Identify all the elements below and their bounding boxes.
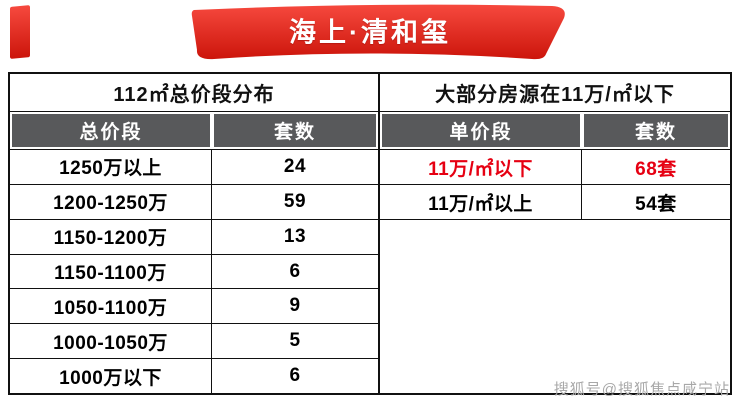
table-row: 1000-1050万 5 <box>10 324 378 360</box>
unit-price-rows: 11万/㎡以下 68套 11万/㎡以上 54套 <box>380 150 730 272</box>
price-range-cell: 1000万以下 <box>10 359 212 394</box>
column-header-count: 套数 <box>212 112 378 149</box>
table-row: 1050-1100万 9 <box>10 289 378 325</box>
price-range-cell: 1150-1100万 <box>10 254 212 289</box>
table-row: 1150-1100万 6 <box>10 254 378 290</box>
count-cell: 59 <box>283 190 307 212</box>
price-range-cell: 1000-1050万 <box>10 324 212 359</box>
price-range-cell: 1200-1250万 <box>10 184 212 219</box>
ribbon-shape-icon <box>191 4 565 60</box>
count-cell: 6 <box>289 365 301 387</box>
total-price-table: 112㎡总价段分布 总价段 套数 1250万以上 24 1200-1250万 59 11… <box>10 74 380 394</box>
price-range-cell: 1050-1100万 <box>10 289 212 324</box>
unit-price-table: 大部分房源在11万/㎡以下 单价段 套数 11万/㎡以下 68套 11万/㎡以上 54… <box>380 74 730 393</box>
count-cell: 13 <box>283 225 307 247</box>
count-cell: 54套 <box>635 193 677 215</box>
table-row: 1200-1250万 59 <box>10 184 378 220</box>
price-tables: 112㎡总价段分布 总价段 套数 1250万以上 24 1200-1250万 59 11… <box>8 72 732 395</box>
banner-left-ribbon-tail <box>10 5 30 59</box>
total-price-rows: 1250万以上 24 1200-1250万 59 1150-1200万 13 1150-11… <box>10 150 378 394</box>
price-range-cell: 1250万以上 <box>10 150 212 184</box>
table-row: 1150-1200万 13 <box>10 219 378 255</box>
column-header-price-range: 总价段 <box>10 112 212 149</box>
column-header-count: 套数 <box>582 112 730 149</box>
price-range-cell: 11万/㎡以下 <box>380 150 582 184</box>
banner: 海上·清和玺 <box>0 0 740 70</box>
column-header-unit-price-range: 单价段 <box>380 112 582 149</box>
price-range-cell: 1150-1200万 <box>10 219 212 254</box>
total-price-table-header-row: 总价段 套数 <box>10 112 378 150</box>
count-cell: 5 <box>289 330 301 352</box>
title-ribbon: 海上·清和玺 <box>170 2 570 66</box>
empty-cell <box>380 272 730 394</box>
count-cell: 6 <box>289 260 301 282</box>
table-row: 1250万以上 24 <box>10 150 378 185</box>
total-price-table-title: 112㎡总价段分布 <box>10 74 378 112</box>
count-cell: 9 <box>289 295 301 317</box>
unit-price-table-header-row: 单价段 套数 <box>380 112 730 150</box>
page-title: 海上·清和玺 <box>289 17 451 48</box>
table-row: 11万/㎡以上 54套 <box>380 185 730 220</box>
count-cell: 68套 <box>635 158 677 180</box>
table-row: 11万/㎡以下 68套 <box>380 150 730 185</box>
price-range-cell: 11万/㎡以上 <box>380 185 582 219</box>
table-row: 1000万以下 6 <box>10 359 378 394</box>
unit-price-table-title: 大部分房源在11万/㎡以下 <box>380 74 730 112</box>
watermark: 搜狐号@搜狐焦点咸宁站 <box>553 381 730 398</box>
count-cell: 24 <box>283 155 307 177</box>
